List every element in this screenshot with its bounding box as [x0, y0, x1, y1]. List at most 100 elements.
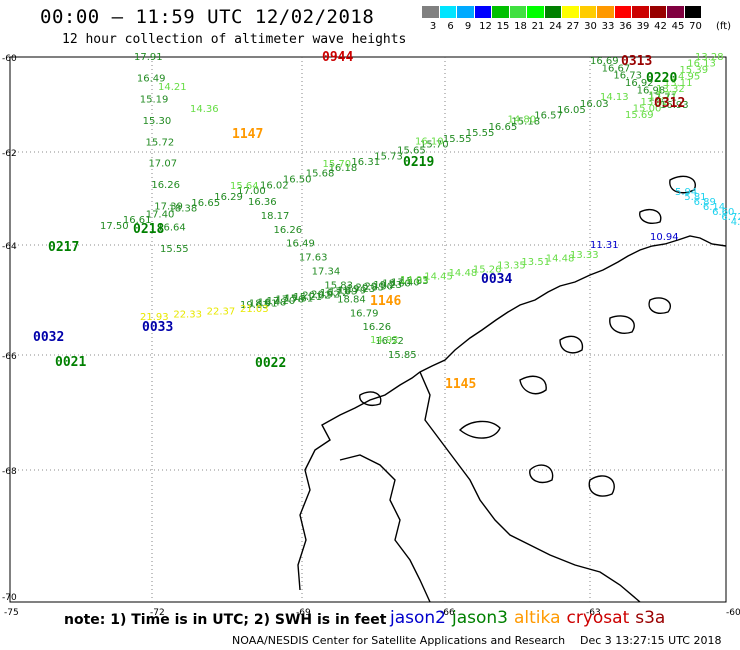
wave-height-value: 17.34 — [312, 267, 341, 278]
wave-height-value: 17.39 — [154, 201, 183, 212]
wave-height-value: 14.05 — [400, 275, 429, 286]
wave-height-value: 13.11 — [664, 78, 693, 89]
wave-height-value: 16.48 — [258, 297, 287, 308]
wave-height-value: 15.55 — [160, 244, 189, 255]
lon-tick-label: -63 — [586, 608, 601, 618]
wave-height-value: 13.32 — [656, 84, 685, 95]
wave-height-value: 16.79 — [350, 308, 379, 319]
wave-height-value: 21.93 — [140, 312, 169, 323]
wave-height-value: 13.28 — [695, 52, 724, 63]
wave-height-value: 15.69 — [625, 110, 654, 121]
pass-time-label: 1145 — [445, 377, 476, 392]
lon-tick-label: -75 — [4, 608, 19, 618]
wave-height-value: 20.92 — [311, 289, 340, 300]
lon-tick-label: -69 — [296, 608, 311, 618]
wave-height-value: 13.77 — [648, 91, 677, 102]
colorbar-swatch — [667, 5, 685, 19]
wave-height-tracks: 17.91 16.49 15.19 15.30 15.72 17.07 16.26 17.39… — [100, 52, 740, 361]
island-1 — [458, 420, 501, 439]
colorbar-label: 9 — [464, 21, 472, 32]
wave-height-value: 19.23 — [347, 284, 376, 295]
wave-height-value: 16.65 — [191, 198, 220, 209]
colorbar-label: 3 — [429, 21, 437, 32]
legend-item-s3a: s3a — [635, 608, 666, 628]
lon-tick-label: -66 — [440, 608, 455, 618]
wave-height-value: 15.83 — [400, 276, 429, 287]
wave-height-value: 15.72 — [146, 137, 175, 148]
wave-height-value: 15.19 — [140, 95, 169, 106]
island-4 — [609, 315, 635, 334]
wave-height-value: 13.33 — [570, 250, 599, 261]
wave-height-value: 16.52 — [375, 336, 404, 347]
wave-height-value: 16.67 — [602, 63, 631, 74]
coast-main — [297, 235, 727, 591]
colorbar-swatch — [492, 5, 510, 19]
colorbar-swatch — [474, 5, 492, 19]
footer-timestamp: Dec 3 13:27:15 UTC 2018 — [580, 634, 722, 647]
coast-inner — [339, 454, 431, 603]
wave-height-value: 5.81 — [684, 192, 706, 203]
colorbar-label: 33 — [601, 21, 615, 32]
wave-height-value: 18.17 — [261, 211, 290, 222]
wave-height-value: 22.37 — [207, 307, 236, 318]
wave-height-value: 16.57 — [534, 111, 563, 122]
lat-tick-label: -68 — [2, 467, 17, 477]
wave-height-value: 13.42 — [641, 97, 670, 108]
wave-height-value: 17.20 — [267, 296, 296, 307]
axis-labels: -60 -62 -64 -66 -68 -70 -75 -72 -69 -66 -63 -60 — [2, 54, 740, 618]
colorbar-label: 36 — [619, 21, 632, 32]
graticule — [10, 57, 726, 602]
wave-height-value: 16.61 — [123, 215, 152, 226]
wave-height-value: 17.09 — [329, 287, 358, 298]
island-6 — [669, 175, 696, 194]
colorbar-label: 12 — [479, 21, 492, 32]
wave-height-value: 14.95 — [672, 71, 701, 82]
wave-height-value: 16.26 — [273, 225, 302, 236]
colorbar-label: 70 — [689, 21, 702, 32]
wave-height-value: 16.10 — [415, 137, 444, 148]
colorbar-swatch — [579, 5, 597, 19]
island-5 — [648, 297, 671, 314]
colorbar-label: 30 — [584, 21, 597, 32]
wave-height-value: 6.14 — [703, 202, 725, 213]
pass-time-labels: 0944 0313 0220 0312 1147 0219 0218 0217 0034 1146… — [33, 50, 685, 392]
wave-height-value: 16.93 — [660, 100, 689, 111]
wave-height-value: 14.45 — [424, 271, 453, 282]
pass-time-label: 0022 — [255, 356, 286, 371]
wave-height-value: 16.73 — [613, 71, 642, 82]
wave-height-value: 15.39 — [679, 65, 708, 76]
wave-height-value: 22.33 — [173, 309, 202, 320]
wave-height-value: 14.92 — [370, 335, 399, 346]
pass-time-label: 0313 — [621, 54, 652, 69]
wave-height-colorbar — [422, 5, 702, 19]
wave-height-value: 15.68 — [306, 169, 335, 180]
wave-height-value: 15.70 — [323, 159, 352, 170]
lon-tick-label: -72 — [150, 608, 165, 618]
wave-height-value: 16.02 — [260, 180, 289, 191]
pass-time-label: 0021 — [55, 355, 86, 370]
colorbar-swatch — [684, 5, 702, 19]
lat-tick-label: -62 — [2, 149, 17, 159]
wave-height-value: 14.21 — [158, 82, 187, 93]
wave-height-value: 5.94 — [675, 187, 697, 198]
wave-height-value: 15.65 — [397, 145, 426, 156]
colorbar-label: 45 — [671, 21, 685, 32]
wave-height-value: 20.62 — [302, 291, 331, 302]
wave-height-value: 10.94 — [650, 232, 679, 243]
wave-height-value: 17.50 — [100, 221, 129, 232]
wave-height-value: 16.36 — [248, 197, 277, 208]
wave-height-value: 16.64 — [157, 223, 186, 234]
colorbar-swatch — [632, 5, 650, 19]
note-text: note: 1) Time is in UTC; 2) SWH is in fe… — [64, 612, 387, 628]
legend-item-jason2: jason2 — [390, 608, 446, 628]
wave-height-value: 17.63 — [299, 253, 328, 264]
wave-height-value: 18.79 — [338, 285, 367, 296]
page-title: 00:00 – 11:59 UTC 12/02/2018 — [40, 6, 375, 28]
wave-height-value: 18.60 — [382, 279, 411, 290]
colorbar-swatch — [597, 5, 615, 19]
wave-height-value: 16.69 — [590, 56, 619, 67]
colorbar-swatch — [509, 5, 527, 19]
wave-height-value: 15.21 — [293, 292, 322, 303]
wave-height-value: 15.18 — [511, 116, 540, 127]
